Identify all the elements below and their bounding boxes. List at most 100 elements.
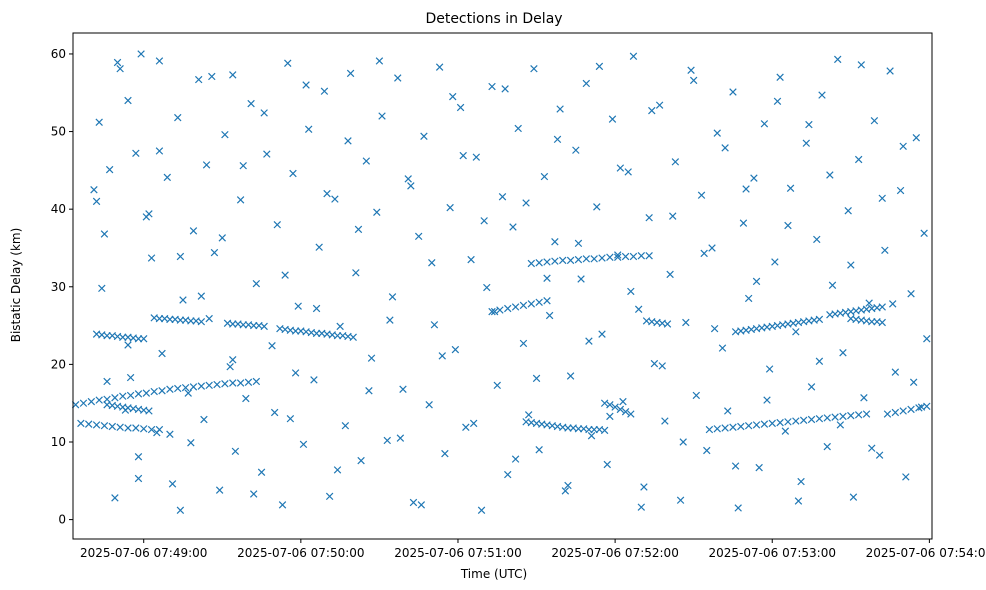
data-point xyxy=(540,172,549,181)
data-point xyxy=(498,193,507,201)
data-point xyxy=(721,424,729,432)
data-point xyxy=(703,446,711,455)
data-point xyxy=(689,76,698,85)
data-point xyxy=(839,349,847,357)
data-point xyxy=(344,137,352,145)
data-point xyxy=(126,391,135,400)
data-point xyxy=(249,490,258,498)
data-point xyxy=(352,269,360,277)
data-point xyxy=(881,246,889,255)
data-point xyxy=(373,208,381,216)
data-point xyxy=(95,118,103,126)
data-point xyxy=(847,261,855,269)
data-point xyxy=(388,293,397,301)
data-point xyxy=(349,333,357,341)
data-point xyxy=(325,492,334,501)
data-point xyxy=(718,344,727,352)
data-point xyxy=(383,436,391,445)
data-point xyxy=(456,103,465,112)
data-point xyxy=(134,390,143,398)
data-point xyxy=(621,252,630,261)
data-point xyxy=(124,424,132,432)
data-point xyxy=(535,446,543,454)
data-point xyxy=(126,373,135,382)
data-point xyxy=(375,57,384,65)
data-point xyxy=(621,407,630,416)
data-point xyxy=(472,153,481,161)
data-point xyxy=(257,468,266,476)
x-axis-label: Time (UTC) xyxy=(460,567,527,581)
data-point xyxy=(362,157,371,165)
data-point xyxy=(760,420,769,428)
data-point xyxy=(236,379,245,387)
data-point xyxy=(786,184,795,192)
data-point xyxy=(229,379,237,387)
data-point xyxy=(771,258,779,266)
data-point xyxy=(679,438,687,446)
data-point xyxy=(792,328,800,336)
data-point xyxy=(153,428,161,437)
data-point xyxy=(312,304,321,313)
data-point xyxy=(103,377,111,386)
data-point xyxy=(860,394,868,402)
data-point xyxy=(755,463,763,472)
data-point xyxy=(404,175,412,183)
data-point xyxy=(700,249,708,258)
data-point xyxy=(713,425,721,433)
y-tick-label: 20 xyxy=(51,357,66,371)
data-point xyxy=(100,230,109,238)
data-point xyxy=(629,52,638,61)
data-point xyxy=(208,72,216,81)
data-point xyxy=(378,112,386,120)
data-point xyxy=(166,430,174,438)
data-point xyxy=(692,391,701,400)
data-point xyxy=(132,424,140,432)
data-point xyxy=(697,191,706,199)
data-point xyxy=(451,345,460,354)
data-point xyxy=(585,337,593,345)
data-point xyxy=(551,238,559,246)
data-point xyxy=(807,415,816,424)
data-point xyxy=(572,146,580,154)
data-point xyxy=(739,219,748,227)
data-point xyxy=(480,217,488,225)
y-tick-label: 30 xyxy=(51,280,66,294)
data-point xyxy=(763,396,771,404)
data-point xyxy=(483,283,491,292)
data-point xyxy=(813,235,821,244)
y-tick-label: 0 xyxy=(58,513,66,527)
data-point xyxy=(868,444,876,452)
data-point xyxy=(116,64,124,73)
x-tick-label: 2025-07-06 07:54:00 xyxy=(866,546,986,560)
data-point xyxy=(229,71,237,79)
data-point xyxy=(509,223,517,231)
data-point xyxy=(145,407,153,415)
data-point xyxy=(260,109,268,117)
data-point xyxy=(566,256,575,265)
data-point xyxy=(145,210,153,218)
data-point xyxy=(103,395,111,404)
data-point xyxy=(302,81,310,89)
data-point xyxy=(857,61,866,69)
data-point xyxy=(346,69,355,78)
data-point xyxy=(174,113,182,122)
data-point xyxy=(121,406,130,414)
data-point xyxy=(268,342,276,350)
data-point xyxy=(608,115,617,123)
data-point xyxy=(514,124,522,133)
data-point xyxy=(202,161,211,169)
data-point xyxy=(574,239,583,248)
data-point xyxy=(294,302,302,310)
y-axis-label: Bistatic Delay (km) xyxy=(9,228,23,343)
data-point xyxy=(490,307,499,316)
data-point xyxy=(158,349,166,358)
data-point xyxy=(323,189,331,198)
data-point xyxy=(797,477,805,486)
data-point xyxy=(878,318,886,327)
data-point xyxy=(545,311,554,320)
data-point xyxy=(189,227,198,235)
data-point xyxy=(229,356,237,364)
data-point xyxy=(606,412,614,421)
data-point xyxy=(92,197,101,206)
